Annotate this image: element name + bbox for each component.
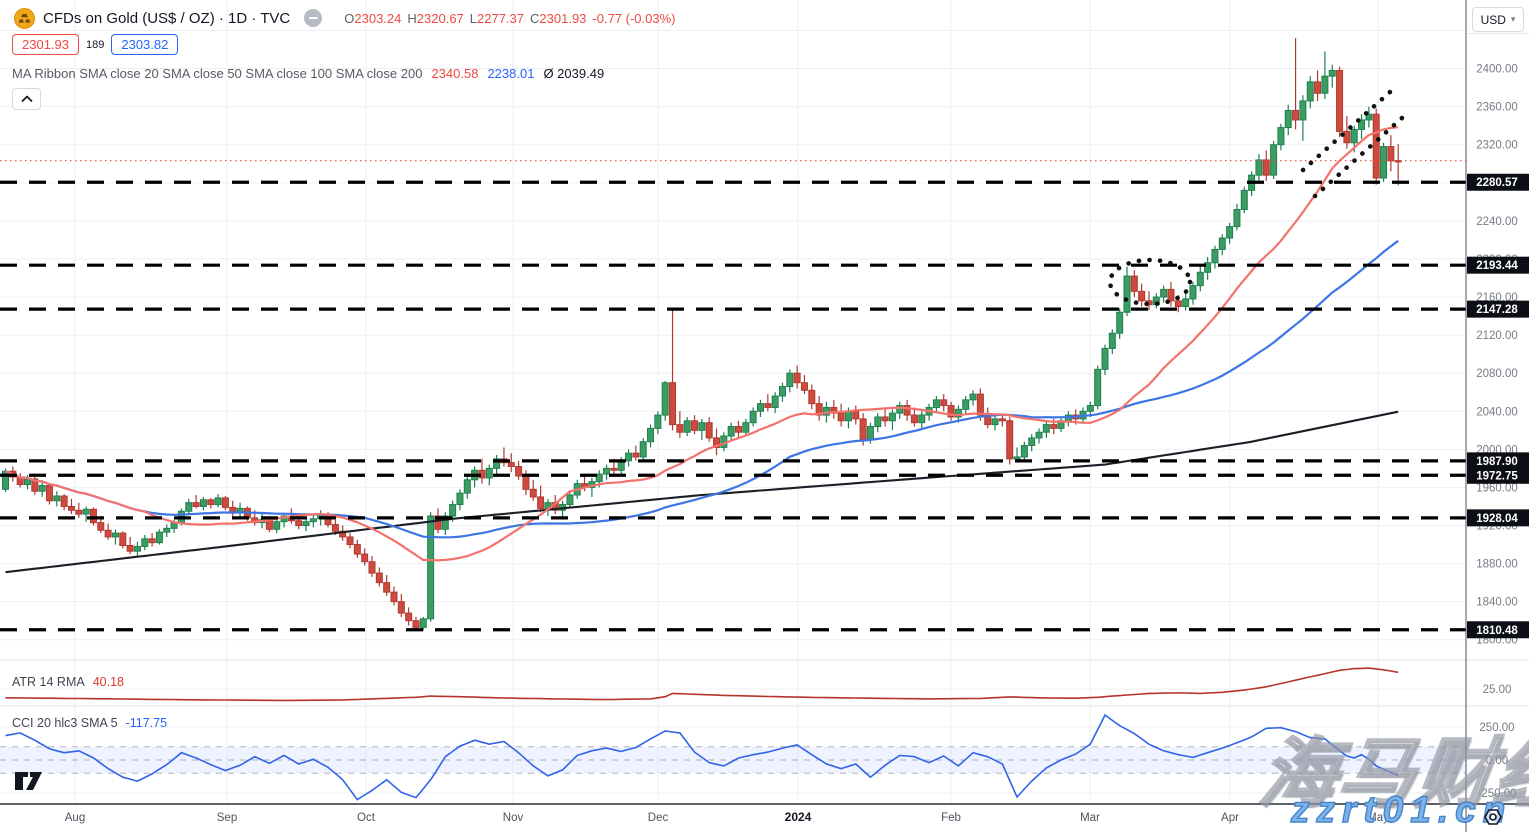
svg-text:1972.75: 1972.75 bbox=[1476, 470, 1518, 482]
ohlc-readout: O2303.24 H2320.67 L2277.37 C2301.93 -0.7… bbox=[344, 10, 676, 26]
sma20-value: 2340.58 bbox=[431, 66, 479, 81]
ma-ribbon-lines bbox=[5, 126, 1399, 574]
trend-channel-line bbox=[1300, 89, 1393, 173]
svg-text:1960.00: 1960.00 bbox=[1476, 482, 1518, 494]
svg-text:Aug: Aug bbox=[65, 812, 85, 824]
tradingview-logo[interactable] bbox=[15, 772, 49, 792]
svg-text:2400.00: 2400.00 bbox=[1476, 64, 1518, 76]
indicator-lines bbox=[5, 667, 1399, 801]
svg-text:2120.00: 2120.00 bbox=[1476, 330, 1518, 342]
svg-text:May: May bbox=[1367, 812, 1389, 824]
ma-ribbon-legend[interactable]: MA Ribbon SMA close 20 SMA close 50 SMA … bbox=[12, 66, 604, 81]
svg-text:Apr: Apr bbox=[1221, 812, 1239, 824]
svg-text:25.00: 25.00 bbox=[1483, 684, 1512, 696]
svg-text:1810.48: 1810.48 bbox=[1476, 625, 1518, 637]
currency-dropdown[interactable]: USD ▾ bbox=[1472, 7, 1524, 32]
svg-text:250.00: 250.00 bbox=[1479, 722, 1514, 734]
dotted-annotations[interactable] bbox=[1107, 89, 1405, 307]
bid-ask-row: 2301.93 189 2303.82 bbox=[12, 34, 179, 55]
chevron-up-icon bbox=[21, 95, 32, 102]
svg-text:1840.00: 1840.00 bbox=[1476, 597, 1518, 609]
buy-price-button[interactable]: 2303.82 bbox=[111, 34, 179, 55]
cci-indicator-name: CCI 20 hlc3 SMA 5 bbox=[12, 716, 118, 730]
chevron-down-icon: ▾ bbox=[1510, 14, 1516, 24]
price-level-tag bbox=[1467, 452, 1529, 470]
currency-label: USD bbox=[1480, 12, 1506, 27]
svg-text:2193.44: 2193.44 bbox=[1476, 260, 1518, 272]
symbol-header: CFDs on Gold (US$ / OZ) · 1D · TVC O2303… bbox=[14, 6, 676, 30]
axis-separator bbox=[1467, 33, 1529, 34]
price-level-tag bbox=[1467, 621, 1529, 639]
sma50-line bbox=[5, 239, 1399, 539]
svg-text:1880.00: 1880.00 bbox=[1476, 559, 1518, 571]
svg-text:2320.00: 2320.00 bbox=[1476, 140, 1518, 152]
svg-text:2280.57: 2280.57 bbox=[1476, 177, 1518, 189]
collapse-legend-button[interactable] bbox=[12, 88, 41, 110]
svg-text:2040.00: 2040.00 bbox=[1476, 406, 1518, 418]
svg-text:Dec: Dec bbox=[648, 812, 669, 824]
sma50-value: 2238.01 bbox=[487, 66, 535, 81]
svg-text:0.00: 0.00 bbox=[1486, 755, 1508, 767]
svg-text:2240.00: 2240.00 bbox=[1476, 216, 1518, 228]
atr-indicator-name: ATR 14 RMA bbox=[12, 675, 85, 689]
support-resistance-lines[interactable] bbox=[0, 160, 1466, 632]
trend-channel-line bbox=[1312, 115, 1405, 199]
cci-band bbox=[0, 746, 1466, 774]
svg-text:2024: 2024 bbox=[785, 810, 812, 824]
sma200-line bbox=[5, 410, 1399, 574]
sma20-line bbox=[5, 126, 1399, 562]
spread-value: 189 bbox=[86, 38, 105, 51]
svg-text:Mar: Mar bbox=[1080, 812, 1100, 824]
svg-text:2080.00: 2080.00 bbox=[1476, 368, 1518, 380]
ma-ribbon-label: MA Ribbon SMA close 20 SMA close 50 SMA … bbox=[12, 66, 423, 81]
price-level-tag bbox=[1467, 300, 1529, 318]
price-level-tag bbox=[1467, 173, 1529, 191]
price-level-tag bbox=[1467, 466, 1529, 484]
svg-text:Feb: Feb bbox=[941, 812, 961, 824]
change-readout: -0.77 (-0.03%) bbox=[592, 10, 676, 26]
sell-price-button[interactable]: 2301.93 bbox=[12, 34, 79, 55]
svg-text:Oct: Oct bbox=[357, 812, 376, 824]
price-level-tag bbox=[1467, 509, 1529, 527]
price-axis[interactable]: 2400.002360.002320.002280.002240.002200.… bbox=[1467, 64, 1529, 800]
ma-average-value: Ø 2039.49 bbox=[543, 66, 605, 81]
svg-text:1987.90: 1987.90 bbox=[1476, 456, 1518, 468]
svg-text:-250.00: -250.00 bbox=[1477, 788, 1516, 800]
svg-text:Nov: Nov bbox=[503, 812, 524, 824]
gridlines bbox=[0, 0, 1466, 804]
timezone-settings-icon[interactable] bbox=[1482, 806, 1504, 828]
gold-symbol-icon bbox=[14, 7, 35, 29]
cci-indicator-value: -117.75 bbox=[125, 716, 168, 730]
atr-indicator-legend[interactable]: ATR 14 RMA 40.18 bbox=[12, 675, 124, 689]
symbol-title[interactable]: CFDs on Gold (US$ / OZ) · 1D · TVC bbox=[43, 9, 291, 27]
price-level-tag bbox=[1467, 256, 1529, 274]
atr-indicator-value: 40.18 bbox=[92, 675, 124, 689]
time-axis[interactable]: Aug Sep Oct Nov Dec 2024 Feb Mar Apr May bbox=[65, 810, 1389, 824]
svg-text:Sep: Sep bbox=[217, 812, 237, 824]
cci-line bbox=[5, 713, 1399, 801]
svg-text:2147.28: 2147.28 bbox=[1476, 304, 1518, 316]
consolidation-ellipse bbox=[1107, 257, 1193, 307]
svg-text:1928.04: 1928.04 bbox=[1476, 513, 1518, 525]
cci-indicator-legend[interactable]: CCI 20 hlc3 SMA 5 -117.75 bbox=[12, 716, 167, 730]
atr-line bbox=[5, 667, 1399, 702]
svg-text:2360.00: 2360.00 bbox=[1476, 102, 1518, 114]
visibility-toggle-icon[interactable] bbox=[304, 9, 323, 27]
